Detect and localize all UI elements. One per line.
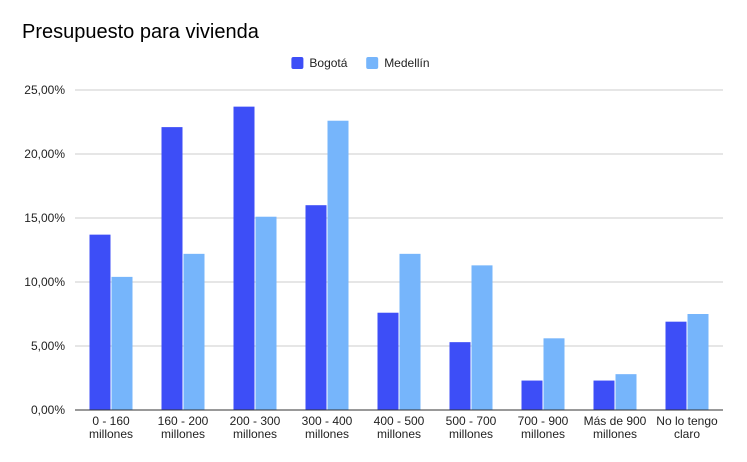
bar-medellin xyxy=(255,216,277,410)
x-tick-label: 0 - 160 millones xyxy=(89,414,133,441)
y-tick-label: 20,00% xyxy=(24,147,65,161)
x-tick-label: No lo tengo claro xyxy=(656,414,718,441)
bar-medellin xyxy=(687,314,709,410)
legend: Bogotá Medellín xyxy=(291,56,430,70)
bar-medellin xyxy=(399,253,421,410)
bar-bogota xyxy=(233,106,255,410)
x-tick-label: 500 - 700 millones xyxy=(446,414,497,441)
bar-medellin xyxy=(111,276,133,410)
bar-bogota xyxy=(161,127,183,411)
bar-bogota xyxy=(305,205,327,410)
bar-medellin xyxy=(471,265,493,410)
y-axis: 0,00% 5,00% 10,00% 15,00% 20,00% 25,00% xyxy=(24,83,65,417)
bar-bogota xyxy=(377,312,399,410)
x-tick-label: Más de 900 millones xyxy=(584,414,647,441)
bar-bogota xyxy=(521,380,543,410)
chart-title: Presupuesto para vivienda xyxy=(22,21,260,43)
y-tick-label: 25,00% xyxy=(24,83,65,97)
bar-bogota xyxy=(89,234,111,410)
legend-swatch xyxy=(366,57,379,69)
x-tick-label: 300 - 400 millones xyxy=(302,414,353,441)
bar-medellin xyxy=(183,253,205,410)
legend-swatch xyxy=(291,57,304,69)
x-axis: 0 - 160 millones 160 - 200 millones 200 - 30… xyxy=(75,409,723,441)
bar-bogota xyxy=(593,380,615,410)
x-tick-label: 400 - 500 millones xyxy=(374,414,425,441)
bar-bogota xyxy=(665,321,687,410)
x-tick-label: 200 - 300 millones xyxy=(230,414,281,441)
y-tick-label: 0,00% xyxy=(31,403,65,417)
x-tick-label: 700 - 900 millones xyxy=(518,414,569,441)
bar-medellin xyxy=(543,338,565,410)
gridlines xyxy=(75,89,723,347)
x-tick-label: 160 - 200 millones xyxy=(158,414,209,441)
legend-label: Medellín xyxy=(384,56,429,70)
legend-label: Bogotá xyxy=(309,56,347,70)
bar-bogota xyxy=(449,342,471,410)
bars xyxy=(89,106,709,411)
bar-medellin xyxy=(615,374,637,410)
y-tick-label: 10,00% xyxy=(24,275,65,289)
y-tick-label: 15,00% xyxy=(24,211,65,225)
y-tick-label: 5,00% xyxy=(31,339,65,353)
bar-medellin xyxy=(327,120,349,410)
